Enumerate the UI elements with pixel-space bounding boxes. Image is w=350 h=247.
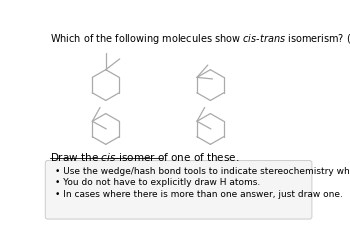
Text: • In cases where there is more than one answer, just draw one.: • In cases where there is more than one … bbox=[55, 190, 342, 199]
Text: Which of the following molecules show $\it{cis}$-$\it{trans}$ isomerism? (Select: Which of the following molecules show $\… bbox=[50, 32, 350, 46]
Text: Draw the $\it{cis}$-isomer of one of these.: Draw the $\it{cis}$-isomer of one of the… bbox=[50, 151, 239, 163]
FancyBboxPatch shape bbox=[45, 161, 312, 219]
Text: • Use the wedge/hash bond tools to indicate stereochemistry where it exists.: • Use the wedge/hash bond tools to indic… bbox=[55, 167, 350, 176]
Text: • You do not have to explicitly draw H atoms.: • You do not have to explicitly draw H a… bbox=[55, 178, 260, 187]
